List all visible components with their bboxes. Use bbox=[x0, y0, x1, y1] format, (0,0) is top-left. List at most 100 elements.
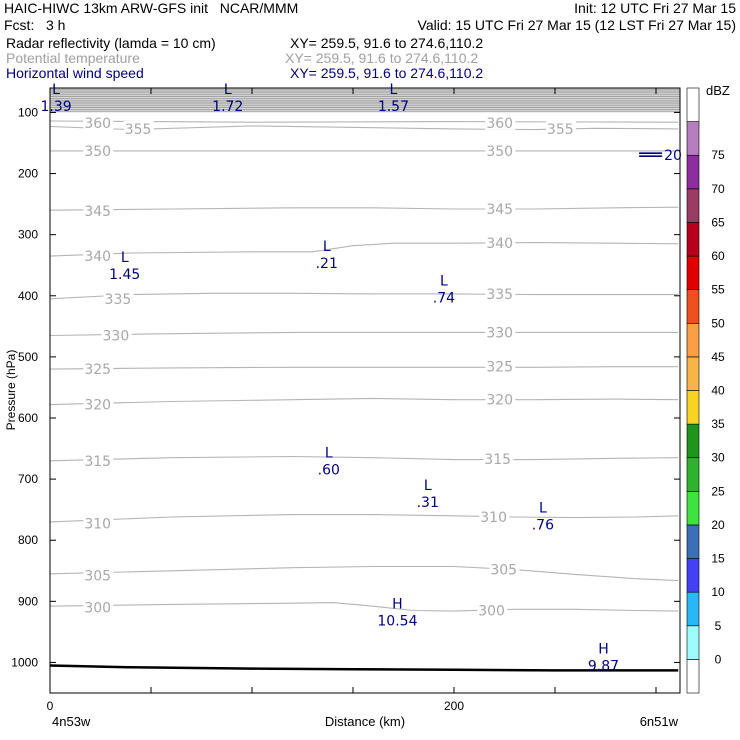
colorbar-swatch bbox=[686, 121, 700, 156]
theta-label-bg bbox=[101, 327, 132, 343]
colorbar-level: 20 bbox=[711, 518, 725, 532]
colorbar-level: 25 bbox=[711, 484, 725, 498]
colorbar-swatch bbox=[686, 255, 700, 290]
x-tick-label: 200 bbox=[444, 699, 464, 713]
extremum-type: L bbox=[224, 82, 232, 98]
theta-label: 315 bbox=[84, 454, 111, 470]
theta-label: 350 bbox=[486, 144, 513, 160]
colorbar-swatch bbox=[686, 423, 700, 459]
theta-label-bg bbox=[485, 142, 516, 158]
theta-label: 300 bbox=[478, 604, 505, 620]
colorbar-level: 60 bbox=[711, 249, 725, 263]
theta-label-bg bbox=[83, 599, 114, 615]
extremum-type: L bbox=[389, 82, 397, 98]
theta-label: 355 bbox=[125, 122, 152, 138]
y-tick-label: 500 bbox=[18, 350, 38, 364]
model-title: HAIC-HIWC 13km ARW-GFS init NCAR/MMM bbox=[4, 0, 299, 16]
theta-label-bg bbox=[83, 515, 114, 531]
theta-label-bg bbox=[83, 396, 114, 412]
theta-contour-labels: 300 300 305 305 310 310 315 315 320 320 325 325 330 3… bbox=[83, 114, 576, 620]
theta-label: 325 bbox=[84, 362, 111, 378]
extremum-type: L bbox=[52, 82, 60, 98]
extremum-value: 1.57 bbox=[378, 99, 409, 115]
theta-contour-315 bbox=[49, 455, 679, 462]
theta-label-bg bbox=[83, 142, 114, 158]
theta-label-bg bbox=[83, 452, 114, 468]
extremum-value: .74 bbox=[433, 290, 455, 306]
colorbar-swatch bbox=[686, 188, 700, 223]
colorbar-level: 75 bbox=[711, 148, 725, 162]
theta-label-bg bbox=[485, 201, 516, 216]
y-tick-label: 1000 bbox=[11, 655, 38, 669]
theta-label-bg bbox=[485, 285, 516, 301]
extremum-value: 1.72 bbox=[212, 99, 243, 115]
colorbar-swatch bbox=[686, 591, 700, 627]
field-name-wind: Horizontal wind speed bbox=[6, 65, 144, 81]
field-xy-wind: XY= 259.5, 91.6 to 274.6,110.2 bbox=[290, 65, 484, 81]
y-tick-label: 200 bbox=[18, 167, 38, 181]
theta-label-bg bbox=[485, 114, 516, 130]
top-shade-band bbox=[50, 88, 680, 113]
colorbar-level: 5 bbox=[715, 619, 722, 633]
extremum-value: 10.54 bbox=[377, 614, 417, 630]
extremum-value: 1.39 bbox=[40, 99, 71, 115]
theta-label: 320 bbox=[84, 398, 111, 414]
y-tick-label: 700 bbox=[18, 472, 38, 486]
theta-label: 325 bbox=[486, 360, 513, 376]
theta-label: 305 bbox=[84, 569, 111, 585]
forecast-hour: Fcst: 3 h bbox=[4, 17, 66, 33]
terrain-path bbox=[49, 664, 679, 672]
colorbar-level: 55 bbox=[711, 283, 725, 297]
field-name-theta: Potential temperature bbox=[6, 50, 140, 66]
x-axis: 0 200 bbox=[47, 88, 657, 713]
y-tick-label: 800 bbox=[18, 533, 38, 547]
theta-label: 345 bbox=[486, 202, 513, 218]
theta-label: 310 bbox=[84, 517, 111, 533]
theta-contour-345 bbox=[49, 206, 679, 211]
theta-label-bg bbox=[83, 114, 114, 130]
y-tick-label: 900 bbox=[18, 594, 38, 608]
y-tick-label: 400 bbox=[18, 289, 38, 303]
colorbar-level: 70 bbox=[711, 182, 725, 196]
extremum-type: L bbox=[121, 250, 129, 266]
theta-label-bg bbox=[477, 602, 508, 618]
theta-label-bg bbox=[489, 561, 520, 577]
colorbar-swatch bbox=[686, 390, 700, 425]
colorbar-swatch bbox=[686, 524, 700, 559]
x-axis-label: Distance (km) bbox=[325, 714, 405, 729]
theta-label: 340 bbox=[84, 249, 111, 265]
colorbar-level: 10 bbox=[711, 585, 725, 599]
theta-contour-310 bbox=[49, 514, 679, 523]
colorbar-swatch bbox=[686, 154, 700, 190]
theta-label: 360 bbox=[486, 116, 513, 132]
colorbar-swatch bbox=[686, 289, 700, 324]
y-tick-label: 600 bbox=[18, 411, 38, 425]
y-tick-label: 300 bbox=[18, 228, 38, 242]
x-start-label: 4n53w bbox=[52, 714, 91, 729]
extremum-type: H bbox=[392, 597, 403, 613]
theta-label-bg bbox=[83, 361, 114, 377]
theta-label-bg bbox=[485, 358, 516, 374]
extremum-value: .76 bbox=[532, 518, 554, 534]
extremum-type: L bbox=[424, 478, 432, 494]
colorbar-title: dBZ bbox=[706, 83, 730, 98]
theta-label: 340 bbox=[486, 236, 513, 252]
colorbar-level: 45 bbox=[711, 350, 725, 364]
theta-label-bg bbox=[123, 120, 154, 136]
x-tick-label: 0 bbox=[47, 699, 54, 713]
wind-label: 20 bbox=[664, 148, 682, 164]
terrain-line bbox=[49, 664, 679, 672]
colorbar-level: 40 bbox=[711, 384, 725, 398]
colorbar-level: 0 bbox=[715, 652, 722, 666]
theta-label: 360 bbox=[84, 116, 111, 132]
extremum-value: .21 bbox=[316, 256, 338, 272]
extremum-value: 9.87 bbox=[588, 658, 619, 674]
theta-label: 315 bbox=[484, 452, 511, 468]
colorbar-level: 35 bbox=[711, 417, 725, 431]
theta-contours bbox=[49, 120, 679, 612]
field-xy-theta: XY= 259.5, 91.6 to 274.6,110.2 bbox=[285, 50, 479, 66]
extremum-type: L bbox=[323, 239, 331, 255]
theta-label-bg bbox=[83, 248, 114, 264]
